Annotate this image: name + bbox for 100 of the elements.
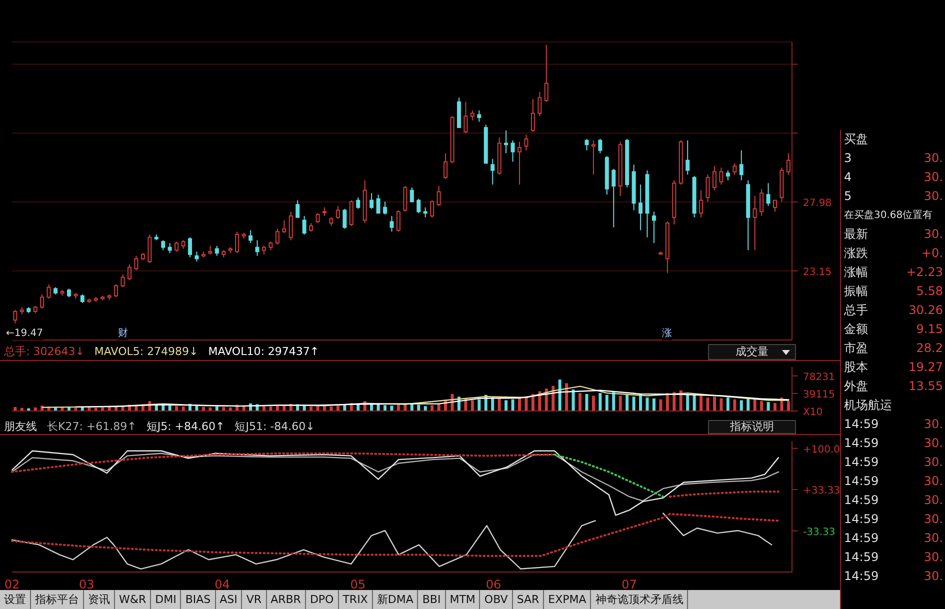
text: 资讯 — [84, 590, 115, 609]
candlestick — [410, 186, 414, 202]
y-tick-label: 39115 — [803, 389, 835, 400]
candlestick — [396, 210, 400, 232]
candlestick — [726, 170, 730, 181]
bar — [774, 402, 777, 411]
bar — [336, 406, 340, 411]
text: 总手: 302643↓ — [4, 344, 84, 360]
annotation: 涨 — [662, 328, 672, 340]
line-series — [75, 390, 790, 408]
x-tick-label: 06 — [486, 578, 502, 592]
line-series — [662, 512, 772, 546]
bar — [322, 406, 326, 411]
bar — [585, 394, 588, 411]
bar — [470, 400, 474, 411]
candlestick — [248, 230, 253, 244]
bar — [396, 404, 400, 411]
line-series — [554, 454, 664, 498]
bar — [175, 406, 178, 411]
text: 金额 9.15 — [844, 322, 943, 336]
candlestick — [161, 240, 166, 251]
candlestick — [464, 101, 468, 134]
bar — [572, 389, 575, 411]
text: 在买盘30.68位置有 — [844, 208, 933, 223]
bar — [626, 394, 629, 411]
text: 指标说明 — [730, 420, 774, 433]
candlestick — [275, 228, 280, 245]
candlestick — [356, 196, 360, 210]
bar — [430, 405, 434, 411]
bar — [390, 406, 394, 411]
candlestick — [652, 211, 656, 244]
bar — [518, 398, 521, 411]
candlestick — [134, 255, 138, 271]
text: 机场航运 — [844, 397, 892, 414]
candlestick — [444, 152, 448, 180]
candlestick — [383, 201, 388, 216]
candlestick — [194, 251, 199, 262]
text: 股本 19.27 — [844, 360, 943, 374]
candlestick — [13, 310, 18, 324]
bar — [384, 405, 387, 411]
text: 14:59 30. — [844, 569, 943, 583]
text: 成交量 — [736, 345, 768, 358]
bar — [417, 404, 420, 411]
text: 涨跌 +0. — [844, 246, 943, 260]
candlestick — [342, 208, 347, 230]
candlestick — [336, 205, 340, 220]
bar — [786, 401, 790, 411]
bar — [592, 396, 595, 411]
text: SAR — [512, 590, 544, 609]
candlestick — [316, 212, 320, 224]
bar — [706, 398, 710, 411]
candlestick — [423, 206, 428, 218]
text: 短J51: -84.60↓ — [234, 419, 315, 434]
text: 14:59 30. — [844, 531, 943, 545]
candlestick — [214, 245, 219, 256]
candlestick — [174, 241, 179, 252]
candlestick — [530, 98, 535, 132]
candlestick — [403, 186, 408, 212]
candlestick — [302, 215, 306, 235]
bar — [646, 398, 649, 411]
text: 指标平台 — [31, 590, 84, 609]
candlestick — [416, 198, 421, 214]
candlestick — [732, 162, 737, 176]
candlestick — [168, 242, 172, 254]
bar — [504, 400, 508, 411]
bar — [618, 396, 622, 411]
candlestick — [504, 130, 508, 154]
candlestick — [719, 166, 724, 186]
candlestick — [598, 138, 602, 154]
candlestick — [739, 150, 744, 181]
candlestick — [390, 215, 394, 232]
text: 总手 30.26 — [844, 303, 943, 317]
candlestick — [538, 91, 542, 117]
text: BIAS — [181, 590, 216, 609]
text: MAVOL5: 274989↓ — [94, 344, 198, 360]
text: OBV — [480, 590, 513, 609]
candlestick — [188, 236, 192, 258]
bar — [524, 398, 528, 411]
chart-title: 朋友线 — [4, 419, 37, 434]
text: 14:59 30. — [844, 512, 943, 526]
text: 14:59 30. — [844, 417, 943, 431]
bar — [720, 398, 723, 411]
y-tick-label: +100.0 — [803, 444, 840, 456]
annotation: 财 — [118, 328, 128, 340]
candlestick — [370, 192, 374, 210]
candlestick — [686, 140, 690, 176]
candlestick — [470, 110, 474, 121]
text: 外盘 13.55 — [844, 379, 943, 393]
candlestick — [436, 186, 441, 206]
text: EXPMA — [544, 590, 592, 609]
bar — [578, 393, 582, 411]
bar — [478, 399, 481, 411]
text: 5 30. — [844, 189, 943, 203]
x-tick-label: 04 — [214, 578, 230, 592]
bar — [672, 392, 676, 411]
x-tick-label: 05 — [350, 578, 366, 592]
bar — [686, 394, 690, 411]
bar — [424, 406, 427, 411]
candlestick — [638, 184, 643, 231]
candlestick — [524, 134, 528, 151]
